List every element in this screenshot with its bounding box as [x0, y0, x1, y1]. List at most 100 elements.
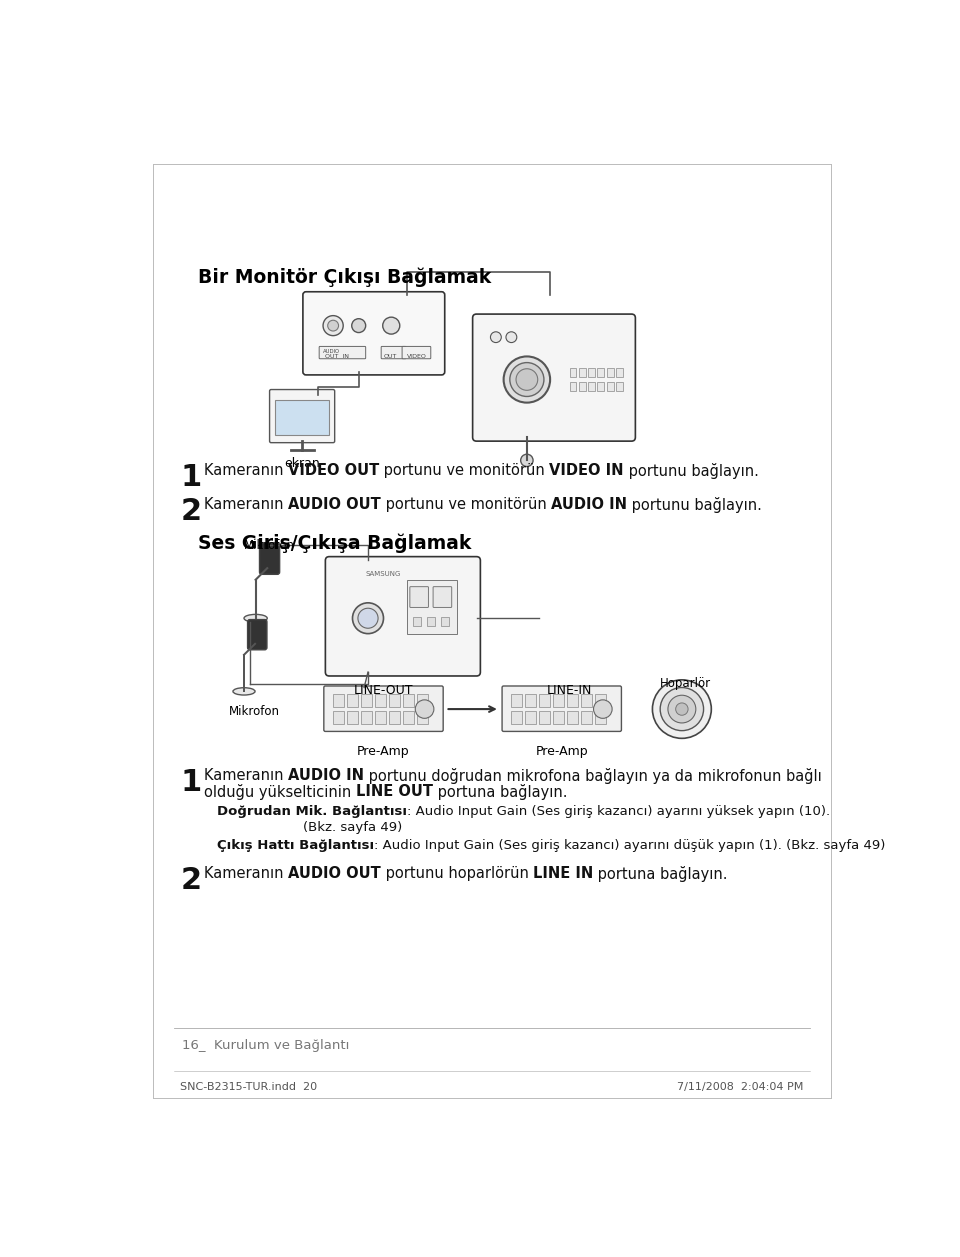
Circle shape: [653, 680, 711, 738]
Bar: [597, 382, 605, 391]
Text: Ses Giriş/Çıkışa Bağlamak: Ses Giriş/Çıkışa Bağlamak: [198, 533, 470, 553]
Ellipse shape: [233, 688, 255, 695]
Bar: [595, 711, 606, 724]
Circle shape: [660, 688, 704, 730]
Text: : Audio Input Gain (Ses giriş kazancı) ayarını düşük yapın (1). (Bkz. sayfa 49): : Audio Input Gain (Ses giriş kazancı) a…: [374, 840, 885, 852]
Bar: [417, 711, 427, 724]
Bar: [512, 711, 522, 724]
Bar: [579, 382, 586, 391]
Bar: [361, 694, 372, 706]
Bar: [616, 368, 623, 377]
FancyBboxPatch shape: [502, 686, 621, 732]
Text: SNC-B2315-TUR.indd  20: SNC-B2315-TUR.indd 20: [180, 1082, 318, 1092]
Bar: [389, 694, 399, 706]
Text: portunu ve monitörün: portunu ve monitörün: [380, 497, 551, 512]
FancyBboxPatch shape: [319, 347, 366, 358]
Bar: [441, 617, 448, 626]
Bar: [417, 694, 427, 706]
Bar: [540, 711, 550, 724]
Text: AUDIO OUT: AUDIO OUT: [288, 866, 380, 881]
Bar: [389, 711, 399, 724]
Circle shape: [327, 321, 339, 331]
Text: Kameranın: Kameranın: [204, 866, 288, 881]
Circle shape: [506, 332, 516, 343]
Circle shape: [504, 357, 550, 402]
Bar: [413, 617, 420, 626]
Text: LINE-IN: LINE-IN: [547, 684, 592, 696]
Bar: [333, 711, 344, 724]
Circle shape: [383, 317, 399, 334]
FancyBboxPatch shape: [324, 686, 444, 732]
Bar: [375, 711, 386, 724]
Bar: [567, 694, 578, 706]
Text: portunu bağlayın.: portunu bağlayın.: [627, 497, 762, 513]
Bar: [361, 711, 372, 724]
Bar: [581, 694, 592, 706]
Bar: [567, 711, 578, 724]
Text: Hoparlör: Hoparlör: [660, 676, 711, 690]
Bar: [607, 382, 613, 391]
Bar: [588, 368, 595, 377]
Bar: [569, 382, 576, 391]
FancyBboxPatch shape: [303, 292, 444, 375]
Text: Kameranın: Kameranın: [204, 768, 288, 783]
FancyBboxPatch shape: [270, 390, 335, 442]
Text: LINE OUT: LINE OUT: [355, 784, 433, 798]
Circle shape: [324, 316, 344, 336]
Text: Pre-Amp: Pre-Amp: [357, 745, 410, 758]
Text: Kameranın: Kameranın: [204, 463, 288, 478]
FancyBboxPatch shape: [381, 347, 406, 358]
Text: portunu doğrudan mikrofona bağlayın ya da mikrofonun bağlı: portunu doğrudan mikrofona bağlayın ya d…: [364, 768, 822, 784]
Bar: [275, 400, 329, 435]
Text: 2: 2: [180, 497, 202, 525]
Text: LINE-OUT: LINE-OUT: [353, 684, 413, 696]
Text: portunu ve monitörün: portunu ve monitörün: [379, 463, 549, 478]
Bar: [597, 368, 605, 377]
Text: olduğu yükselticinin: olduğu yükselticinin: [204, 784, 355, 799]
Text: 1: 1: [180, 768, 202, 797]
Text: Doğrudan Mik. Bağlantısı: Doğrudan Mik. Bağlantısı: [217, 806, 407, 818]
Bar: [553, 711, 564, 724]
Text: AUDIO: AUDIO: [324, 348, 340, 353]
FancyBboxPatch shape: [402, 347, 431, 358]
Circle shape: [516, 368, 538, 391]
Circle shape: [491, 332, 501, 343]
Bar: [403, 711, 414, 724]
Text: Çıkış Hattı Bağlantısı: Çıkış Hattı Bağlantısı: [217, 840, 374, 852]
Text: VIDEO OUT: VIDEO OUT: [288, 463, 379, 478]
Bar: [525, 694, 537, 706]
Text: AUDIO IN: AUDIO IN: [551, 497, 627, 512]
Circle shape: [510, 362, 544, 396]
Bar: [375, 694, 386, 706]
Text: LINE IN: LINE IN: [533, 866, 593, 881]
Bar: [616, 382, 623, 391]
FancyBboxPatch shape: [433, 587, 452, 607]
Circle shape: [676, 703, 688, 715]
Bar: [403, 694, 414, 706]
Bar: [348, 711, 358, 724]
Bar: [581, 711, 592, 724]
Text: 2: 2: [180, 866, 202, 895]
Text: : Audio Input Gain (Ses giriş kazancı) ayarını yüksek yapın (10).: : Audio Input Gain (Ses giriş kazancı) a…: [407, 806, 830, 818]
FancyBboxPatch shape: [472, 314, 636, 441]
Bar: [427, 617, 435, 626]
Text: portuna bağlayın.: portuna bağlayın.: [433, 784, 567, 799]
Text: OUT: OUT: [383, 354, 396, 360]
Text: AUDIO IN: AUDIO IN: [288, 768, 364, 783]
Bar: [595, 694, 606, 706]
Text: 7/11/2008  2:04:04 PM: 7/11/2008 2:04:04 PM: [677, 1082, 804, 1092]
Circle shape: [351, 319, 366, 333]
Text: Kameranın: Kameranın: [204, 497, 288, 512]
Circle shape: [668, 695, 696, 723]
FancyBboxPatch shape: [325, 557, 480, 676]
Text: ekran: ekran: [284, 456, 320, 470]
Bar: [579, 368, 586, 377]
FancyBboxPatch shape: [248, 620, 267, 650]
Text: VIDEO IN: VIDEO IN: [549, 463, 624, 478]
FancyBboxPatch shape: [259, 543, 279, 574]
Text: Mikrofon: Mikrofon: [244, 539, 295, 552]
Bar: [333, 694, 344, 706]
Text: Mikrofon: Mikrofon: [228, 705, 279, 718]
Text: Bir Monitör Çıkışı Bağlamak: Bir Monitör Çıkışı Bağlamak: [198, 268, 491, 288]
Text: OUT  IN: OUT IN: [325, 354, 349, 360]
